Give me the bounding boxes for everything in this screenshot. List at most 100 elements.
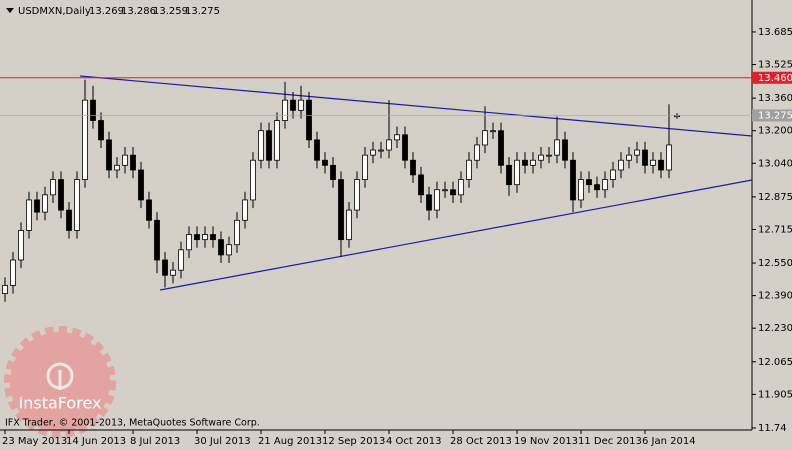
menu-arrow[interactable] [6,8,14,13]
ohlc-close: 13.275 [185,6,220,17]
candle-body [186,234,192,251]
candle-body [562,139,568,161]
candle-body [442,189,448,192]
candle-body [26,199,32,231]
level-label: 13.460 [758,73,792,84]
candle-body [410,159,416,176]
candle-body [594,184,600,191]
x-tick-label: 30 Jul 2013 [194,436,251,447]
candle-body [530,159,536,166]
candle-body [402,134,408,161]
candle-body [146,199,152,221]
candle-body [602,179,608,191]
candle-body [386,139,392,151]
candle-body [610,169,616,180]
candle-body [490,130,496,133]
y-tick-label: 11.74 [758,423,787,434]
candle-body [274,120,280,161]
candle-body [330,164,336,180]
candle-body [450,189,456,196]
candle-body [394,134,400,141]
candle-body [154,219,160,261]
candle-body [506,164,512,186]
candle-body [290,99,296,111]
candle-body [346,209,352,241]
candle-body [74,179,80,231]
x-tick-label: 12 Sep 2013 [322,436,385,447]
trendline-lower [159,179,753,291]
candle-body [626,154,632,161]
candle-body [58,179,64,211]
candle-body [322,159,328,166]
candle-body [202,234,208,241]
candle-body [466,159,472,180]
candle-body [210,234,216,241]
candle-body [170,269,176,276]
ohlc-low: 13.259 [153,6,188,17]
candle-body [554,139,560,156]
candle-body [586,179,592,186]
y-tick-label: 13.525 [758,60,792,71]
x-tick-label: 21 Aug 2013 [258,436,322,447]
y-tick-label: 12.715 [758,224,792,235]
candle-body [250,159,256,201]
candle-body [538,154,544,161]
candle-body [634,149,640,156]
candle-body [514,159,520,186]
candle-body [458,179,464,196]
ohlc-high: 13.286 [121,6,156,17]
ohlc-open: 13.269 [89,6,124,17]
candle-body [546,154,552,157]
y-tick-label: 13.360 [758,93,792,104]
candle-body [90,99,96,121]
candle-body [434,189,440,211]
x-tick-label: 11 Dec 2013 [578,436,642,447]
candle-body [378,149,384,152]
current-price-tag [752,109,792,122]
candle-body [474,144,480,161]
x-tick-label: 8 Jul 2013 [130,436,180,447]
candle-body [178,249,184,271]
candle-body [482,130,488,146]
current-price-label: 13.275 [758,110,792,121]
candle-body [82,99,88,180]
candle-body [66,209,72,231]
x-tick-label: 6 Jan 2014 [642,436,696,447]
y-tick-label: 12.390 [758,291,792,302]
y-tick-label: 13.040 [758,158,792,169]
copyright: IFX Trader, © 2001-2013, MetaQuotes Soft… [5,418,260,429]
y-tick-label: 12.230 [758,323,792,334]
candle-body [18,230,24,261]
watermark-text: InstaForex [19,394,102,413]
x-tick-label: 14 Jun 2013 [66,436,126,447]
x-tick-label: 23 May 2013 [2,436,67,447]
candle-body [498,130,504,166]
y-tick-label: 12.875 [758,192,792,203]
candle-body [10,259,16,286]
y-tick-label: 11.905 [758,389,792,400]
candle-body [242,199,248,221]
candle-body [570,159,576,201]
candle-body [138,169,144,201]
candle-body [306,99,312,141]
candle-body [2,285,8,294]
candle-body [130,154,136,171]
candle-body [122,154,128,166]
candle-body [282,99,288,121]
candle-body [658,159,664,171]
candle-body [370,149,376,156]
candle-body [106,139,112,171]
candle-body [354,179,360,211]
chart-title: USDMXN,Daily [18,6,91,17]
candle-body [418,174,424,196]
y-tick-label: 12.065 [758,357,792,368]
candle-body [338,179,344,241]
candle-body [226,244,232,256]
x-tick-label: 28 Oct 2013 [450,436,512,447]
x-tick-label: 19 Nov 2013 [514,436,578,447]
candle-body [98,120,104,141]
level-tag [752,71,792,84]
candle-body [666,144,672,171]
candle-body [426,194,432,211]
